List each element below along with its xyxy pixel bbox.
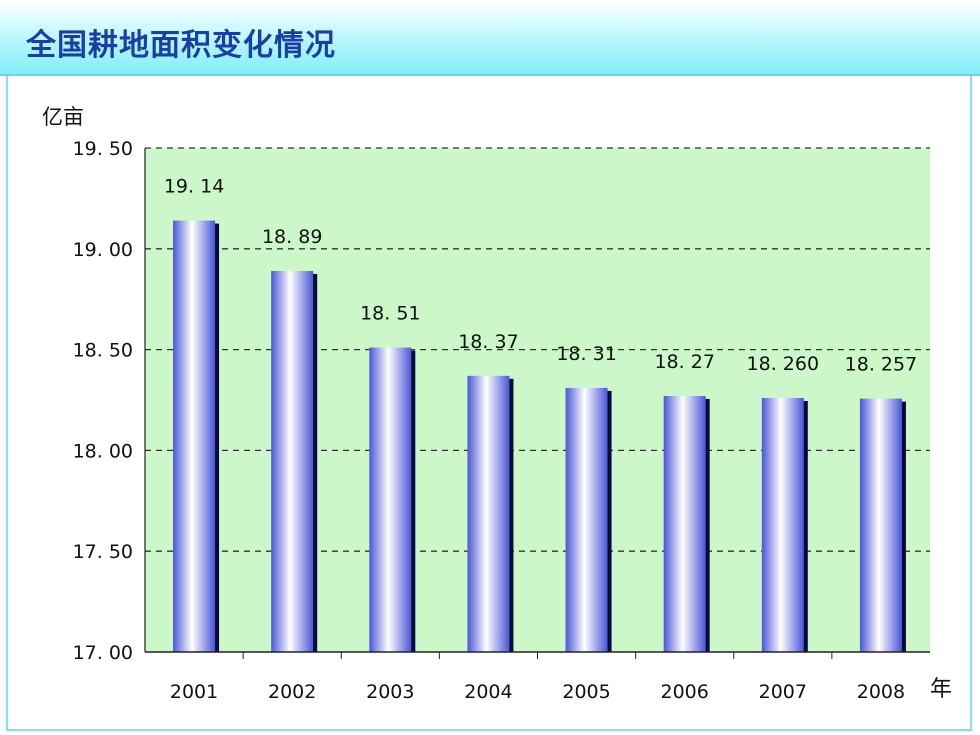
y-tick-label: 17. 00 [73,642,133,664]
y-tick-label: 18. 00 [73,440,133,462]
bar-2006 [663,395,706,652]
data-label-2005: 18. 31 [556,343,616,365]
bar-2008 [859,398,902,652]
bar-2005 [565,387,608,652]
bar-2002 [271,270,314,652]
x-tick-label: 2008 [857,681,905,703]
y-tick-label: 18. 50 [73,340,133,362]
x-tick-label: 2001 [170,681,218,703]
data-label-2008: 18. 257 [845,354,918,376]
bars [173,220,906,653]
bar-2003 [369,347,412,652]
data-label-2002: 18. 89 [262,226,322,248]
data-labels: 19. 14 18. 89 18. 51 18. 37 18. 31 18. 27 18. … [164,176,917,376]
y-tick-label: 19. 00 [73,239,133,261]
y-tick-label: 17. 50 [73,541,133,563]
x-tick-label: 2003 [366,681,414,703]
bar-2004 [467,375,510,652]
data-label-2001: 19. 14 [164,176,224,198]
x-tick-label: 2007 [759,681,807,703]
x-tick-label: 2005 [562,681,610,703]
data-label-2007: 18. 260 [747,353,820,375]
x-axis-label: 年 [930,677,952,702]
data-label-2006: 18. 27 [654,351,714,373]
page-title: 全国耕地面积变化情况 [26,28,336,63]
y-tick-label: 19. 50 [73,138,133,160]
bar-2001 [173,220,216,653]
content-frame [6,76,972,731]
y-axis-ticks: 17. 00 17. 50 18. 00 18. 50 19. 00 19. 50 [73,138,133,664]
data-label-2003: 18. 51 [360,303,420,325]
x-tick-label: 2006 [661,681,709,703]
title-banner: 全国耕地面积变化情况 [0,0,980,76]
x-tick-label: 2002 [268,681,316,703]
y-axis-label: 亿亩 [42,105,84,129]
data-label-2004: 18. 37 [458,331,518,353]
bar-2007 [761,397,804,652]
x-tick-label: 2004 [464,681,512,703]
plot-area [145,148,930,652]
x-axis-ticks: 2001 2002 2003 2004 2005 2006 2007 2008 [170,652,905,703]
